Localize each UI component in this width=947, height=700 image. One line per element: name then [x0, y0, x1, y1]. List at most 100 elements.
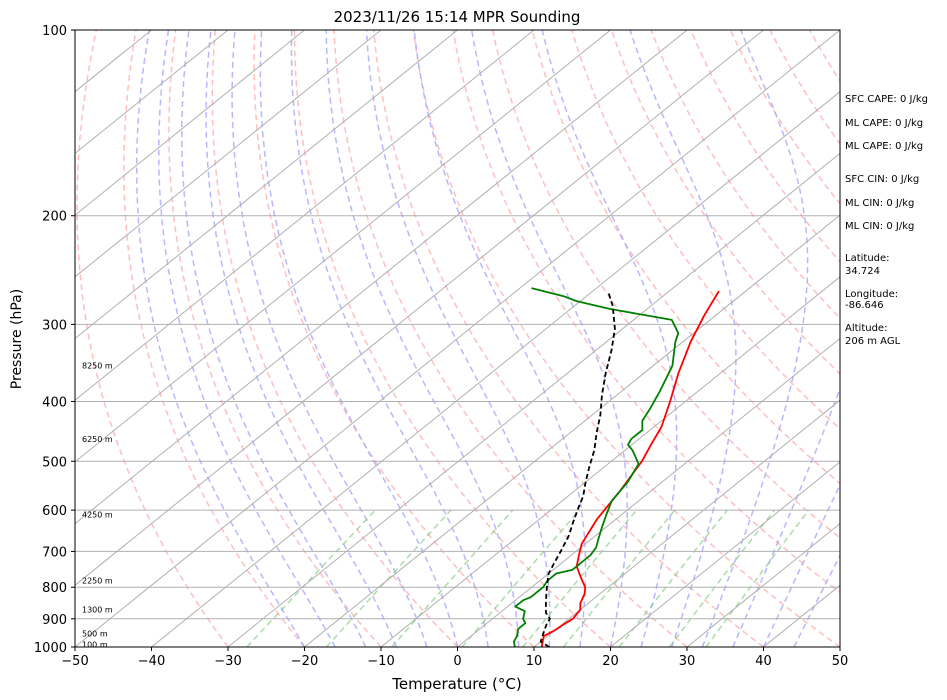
dry-adiabat: [211, 30, 459, 647]
isotherm-line: [75, 30, 305, 216]
temperature-profile: [540, 290, 720, 647]
y-axis-ticks: 100 200 300 400 500 600 700 800 900 1000: [34, 24, 75, 656]
x-tick-label: 30: [679, 654, 696, 669]
height-label: 2250 m: [82, 576, 113, 585]
x-axis-ticks: −50 −40 −30 −20 −10 0 10 20 30 40 50: [61, 647, 848, 669]
x-tick-label: 0: [453, 654, 461, 669]
moist-adiabat: [158, 30, 336, 647]
height-label: 6250 m: [82, 435, 113, 444]
isotherm-line: [457, 337, 840, 647]
isotherm-line: [686, 522, 840, 647]
dry-adiabat: [650, 30, 840, 320]
y-tick-label: 300: [42, 318, 67, 333]
x-tick-label: 20: [602, 654, 619, 669]
dry-adiabat: [690, 30, 840, 263]
dry-adiabat: [412, 30, 840, 647]
isotherm-line: [304, 214, 840, 647]
dry-adiabat: [491, 30, 840, 539]
dry-adiabat: [76, 30, 229, 647]
height-labels: 100 m 500 m 1300 m 2250 m 4250 m 6250 m 8250 m: [82, 362, 113, 650]
y-tick-label: 100: [42, 24, 67, 39]
moist-adiabat: [135, 30, 306, 647]
dry-adiabat: [571, 30, 840, 430]
moist-adiabat: [259, 30, 459, 647]
y-tick-label: 800: [42, 581, 67, 596]
isotherm-line: [533, 399, 840, 647]
dry-adiabat: [123, 30, 306, 647]
dry-adiabat: [929, 30, 947, 647]
info-line: Altitude:: [845, 323, 887, 334]
dry-adiabat: [769, 30, 840, 145]
moist-adiabat: [470, 30, 628, 647]
y-tick-label: 400: [42, 395, 67, 410]
height-label: 8250 m: [82, 362, 113, 371]
isotherm-line: [75, 30, 611, 463]
info-line: 34.724: [845, 266, 880, 277]
info-line: -86.646: [845, 300, 884, 311]
isotherm-line: [75, 30, 688, 525]
moist-adiabat: [290, 30, 489, 647]
dry-adiabat: [293, 30, 611, 647]
dry-adiabat: [372, 30, 764, 647]
y-tick-label: 900: [42, 613, 67, 628]
dewpoint-profile: [513, 287, 680, 647]
height-label: 500 m: [82, 629, 108, 638]
isotherm-line: [380, 276, 840, 647]
info-line: SFC CIN: 0 J/kg: [845, 174, 919, 185]
pressure-gridlines: [75, 30, 840, 647]
mixing-ratio-line: [705, 509, 810, 647]
y-tick-label: 700: [42, 545, 67, 560]
x-tick-label: −40: [138, 654, 165, 669]
x-tick-label: −30: [214, 654, 241, 669]
dry-adiabat: [531, 30, 840, 485]
moist-adiabat: [701, 30, 809, 647]
info-line: 206 m AGL: [845, 336, 901, 347]
isotherm-line: [75, 30, 382, 278]
dry-adiabat: [610, 30, 840, 375]
isotherm-line: [75, 30, 229, 155]
info-line: ML CIN: 0 J/kg: [845, 221, 914, 232]
isotherm-line: [75, 30, 535, 401]
parcel-profile: [539, 290, 616, 647]
info-line: ML CIN: 0 J/kg: [845, 198, 914, 209]
isotherm-line: [75, 30, 840, 647]
moist-adiabat: [629, 30, 737, 647]
height-label: 4250 m: [82, 511, 113, 520]
isotherm-line: [75, 30, 458, 340]
x-tick-label: −10: [367, 654, 394, 669]
x-axis-label: Temperature (°C): [391, 675, 521, 693]
isotherm-line: [75, 30, 764, 586]
y-tick-label: 600: [42, 504, 67, 519]
info-line: ML CAPE: 0 J/kg: [845, 118, 923, 129]
isotherm-line: [227, 152, 840, 647]
height-label: 100 m: [82, 640, 108, 649]
mixing-ratio-line: [668, 509, 775, 647]
moist-adiabat: [413, 30, 587, 647]
y-tick-label: 200: [42, 210, 67, 225]
info-line: ML CAPE: 0 J/kg: [845, 141, 923, 152]
chart-title: 2023/11/26 15:14 MPR Sounding: [334, 8, 581, 26]
y-tick-label: 500: [42, 455, 67, 470]
height-label: 1300 m: [82, 606, 113, 615]
dry-adiabat: [168, 30, 382, 647]
dry-adiabat: [253, 30, 535, 647]
mixing-ratio-line: [391, 509, 514, 647]
dry-adiabat: [452, 30, 840, 594]
mixing-ratio-line: [325, 509, 452, 647]
y-axis-label: Pressure (hPa): [9, 289, 25, 389]
moist-adiabat: [181, 30, 367, 647]
moist-adiabat: [732, 386, 840, 647]
moist-adiabat: [231, 30, 428, 647]
mixing-ratio-line: [618, 509, 728, 647]
y-tick-label: 1000: [34, 641, 67, 656]
moist-adiabat: [205, 30, 398, 647]
x-tick-label: −20: [291, 654, 318, 669]
x-tick-label: −50: [61, 654, 88, 669]
info-line: SFC CAPE: 0 J/kg: [845, 94, 928, 105]
isotherm-line: [151, 91, 840, 647]
moist-adiabat: [325, 30, 520, 647]
moist-adiabat: [365, 30, 551, 647]
info-line: Longitude:: [845, 289, 898, 300]
dry-adiabat: [333, 30, 688, 647]
